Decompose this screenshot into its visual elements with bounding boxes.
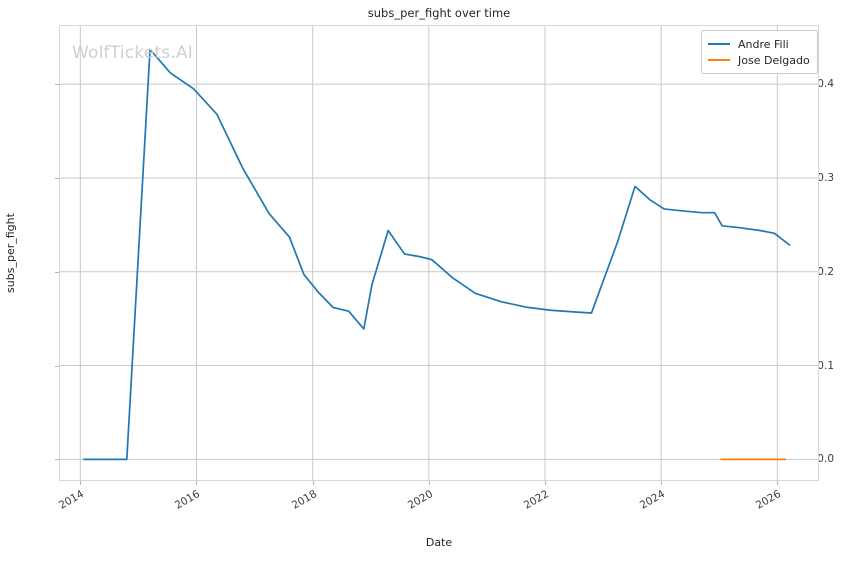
legend-entry[interactable]: Jose Delgado	[708, 52, 810, 68]
legend-entry[interactable]: Andre Fili	[708, 36, 810, 52]
x-tick-mark	[661, 481, 663, 485]
y-tick-label: 0.2	[817, 265, 834, 278]
x-tick-mark	[196, 481, 198, 485]
chart-legend: Andre Fili Jose Delgado	[701, 30, 818, 74]
y-axis-label: subs_per_fight	[4, 213, 17, 293]
x-tick-mark	[428, 481, 430, 485]
y-tick-mark	[55, 271, 59, 273]
y-tick-label: 0.1	[817, 359, 834, 372]
plot-lines	[60, 26, 818, 480]
legend-label: Andre Fili	[738, 37, 789, 51]
y-tick-mark	[55, 365, 59, 367]
y-tick-mark	[55, 84, 59, 86]
x-tick-mark	[777, 481, 779, 485]
y-tick-mark	[55, 459, 59, 461]
x-tick-mark	[312, 481, 314, 485]
y-tick-label: 0.0	[817, 453, 834, 466]
y-tick-label: 0.4	[817, 78, 834, 91]
x-tick-mark	[545, 481, 546, 485]
series-line-0	[83, 48, 791, 461]
legend-label: Jose Delgado	[738, 53, 810, 67]
chart-title: subs_per_fight over time	[367, 6, 511, 20]
legend-line-swatch	[708, 59, 730, 61]
legend-line-swatch	[708, 43, 730, 45]
plot-area: WolfTickets.AI	[59, 25, 819, 481]
x-tick-mark	[80, 481, 82, 485]
y-tick-label: 0.3	[817, 171, 834, 184]
x-axis-label: Date	[425, 536, 453, 549]
y-tick-mark	[55, 177, 59, 179]
